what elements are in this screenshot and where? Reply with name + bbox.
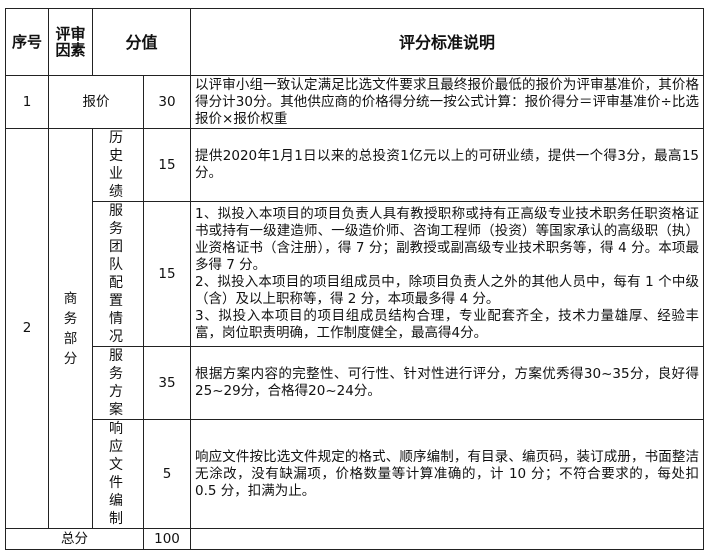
total-label: 总分 — [5, 528, 144, 550]
factor-text: 商务部分 — [63, 290, 78, 367]
criteria-cell: 1、拟投入本项目的项目负责人具有教授职称或持有正高级专业技术职务任职资格证书或持… — [190, 201, 705, 347]
score-cell: 5 — [142, 419, 192, 529]
seq-cell: 2 — [5, 128, 49, 529]
criteria-cell: 提供2020年1月1日以来的总投资1亿元以上的可研业绩，提供一个得3分，最高15… — [190, 128, 705, 202]
subitem-cell: 服务方案 — [92, 346, 144, 420]
total-score: 100 — [142, 528, 192, 550]
score-cell: 15 — [142, 128, 192, 202]
score-cell: 30 — [142, 75, 192, 129]
subitem-cell: 历史业绩 — [92, 128, 144, 202]
scoring-table: 序号 评审因素 分值 评分标准说明 1 报价 30 以评审小组一致认定满足比选文… — [5, 8, 705, 550]
criteria-cell: 以评审小组一致认定满足比选文件要求且最终报价最低的报价为评审基准价，其价格得分计… — [190, 75, 705, 129]
factor-cell: 报价 — [48, 75, 144, 129]
criteria-cell: 响应文件按比选文件规定的格式、顺序编制，有目录、编页码，装订成册，书面整洁无涂改… — [190, 419, 705, 529]
table-row: 服务团队配置情况 15 1、拟投入本项目的项目负责人具有教授职称或持有正高级专业… — [6, 201, 705, 347]
table-row: 服务方案 35 根据方案内容的完整性、可行性、针对性进行评分，方案优秀得30~3… — [6, 346, 705, 420]
table-row: 1 报价 30 以评审小组一致认定满足比选文件要求且最终报价最低的报价为评审基准… — [5, 75, 705, 129]
table-row: 2 商务部分 历史业绩 15 提供2020年1月1日以来的总投资1亿元以上的可研… — [5, 128, 705, 529]
header-seq: 序号 — [5, 8, 49, 76]
criteria-cell: 根据方案内容的完整性、可行性、针对性进行评分，方案优秀得30~35分，良好得25… — [190, 346, 705, 420]
header-score: 分值 — [91, 8, 192, 76]
header-factor: 评审因素 — [48, 8, 93, 76]
total-criteria-empty — [190, 528, 705, 550]
subitem-cell: 响应文件编制 — [92, 419, 144, 529]
score-cell: 35 — [142, 346, 192, 420]
score-cell: 15 — [142, 201, 192, 347]
subitem-cell: 服务团队配置情况 — [92, 201, 144, 347]
seq-cell: 1 — [5, 75, 49, 129]
table-row: 响应文件编制 5 响应文件按比选文件规定的格式、顺序编制，有目录、编页码，装订成… — [6, 419, 705, 529]
factor-cell: 商务部分 — [48, 128, 93, 529]
header-row: 序号 评审因素 分值 评分标准说明 — [5, 8, 705, 76]
total-row: 总分 100 — [5, 528, 705, 550]
header-criteria: 评分标准说明 — [190, 8, 705, 76]
